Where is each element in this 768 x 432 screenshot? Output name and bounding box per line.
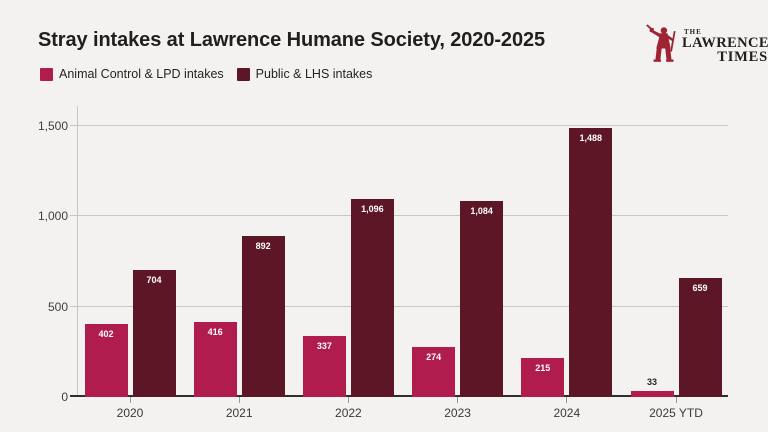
bar-value-label: 892 — [255, 241, 271, 251]
bar-value-label: 1,084 — [470, 206, 493, 216]
legend-item-public-lhs: Public & LHS intakes — [236, 67, 373, 81]
x-axis-label: 2020 — [116, 406, 144, 420]
logo-text: THE LAWRENCE TIMES — [682, 29, 768, 65]
bar-value-label: 704 — [146, 275, 162, 285]
gridline — [70, 215, 728, 217]
x-axis-tick — [566, 397, 568, 403]
bar: 215 — [521, 358, 565, 397]
gridline — [70, 305, 728, 307]
x-axis-tick — [129, 397, 131, 403]
bar-value-label: 416 — [207, 327, 223, 337]
bar-value-label: 337 — [316, 341, 332, 351]
logo-the-text: THE — [684, 28, 702, 36]
x-axis-tick — [347, 397, 349, 403]
y-axis-tick-label: 1,500 — [37, 119, 68, 133]
x-axis-label: 2022 — [335, 406, 362, 420]
bar: 402 — [84, 324, 128, 397]
gridline — [70, 125, 728, 126]
logo-times-text: TIMES — [717, 49, 768, 66]
x-axis-label: 2023 — [444, 406, 471, 420]
john-brown-figure-icon — [646, 24, 676, 62]
lawrence-times-logo: THE LAWRENCE TIMES — [645, 24, 768, 65]
legend-item-animal-control: Animal Control & LPD intakes — [40, 67, 224, 81]
bar: 1,096 — [350, 199, 394, 397]
x-axis-label: 2025 YTD — [649, 406, 703, 420]
x-axis-tick — [457, 397, 459, 403]
bar: 1,084 — [460, 201, 504, 397]
bar-value-label: 33 — [646, 377, 657, 387]
bar-value-label: 1,096 — [361, 204, 384, 214]
chart-legend: Animal Control & LPD intakes Public & LH… — [40, 67, 372, 81]
x-axis-tick — [238, 397, 240, 403]
legend-swatch-animal-control — [40, 67, 53, 81]
bar: 416 — [193, 322, 237, 397]
bar-value-label: 659 — [692, 283, 708, 293]
bar: 892 — [241, 236, 285, 397]
plot-area: 0 500 1,000 1,500 402 704 2020 416 892 2021 337 1,0… — [38, 106, 728, 420]
bar-value-label: 215 — [535, 363, 551, 373]
bar: 274 — [412, 347, 456, 397]
bar-value-label: 1,488 — [579, 133, 603, 143]
bar: 704 — [132, 270, 176, 397]
bar: 337 — [302, 336, 346, 397]
bar: 33 — [630, 377, 674, 397]
bar-value-label: 274 — [426, 352, 442, 362]
chart-title: Stray intakes at Lawrence Humane Society… — [38, 29, 546, 51]
x-axis-label: 2024 — [553, 406, 581, 420]
x-axis-tick — [675, 397, 677, 403]
x-axis-line — [70, 395, 728, 397]
y-axis-tick-label: 0 — [61, 390, 68, 404]
bar-value-label: 402 — [98, 329, 114, 339]
y-axis-tick-label: 1,000 — [37, 209, 68, 224]
legend-label-animal-control: Animal Control & LPD intakes — [59, 67, 224, 81]
y-axis-tick-label: 500 — [47, 299, 68, 314]
bar: 659 — [678, 278, 722, 397]
bar: 1,488 — [569, 128, 613, 397]
legend-swatch-public-lhs — [236, 67, 250, 81]
logo-lawrence-text: LAWRENCE — [682, 35, 768, 51]
legend-label-public-lhs: Public & LHS intakes — [255, 67, 373, 81]
x-axis-label: 2021 — [225, 406, 253, 420]
